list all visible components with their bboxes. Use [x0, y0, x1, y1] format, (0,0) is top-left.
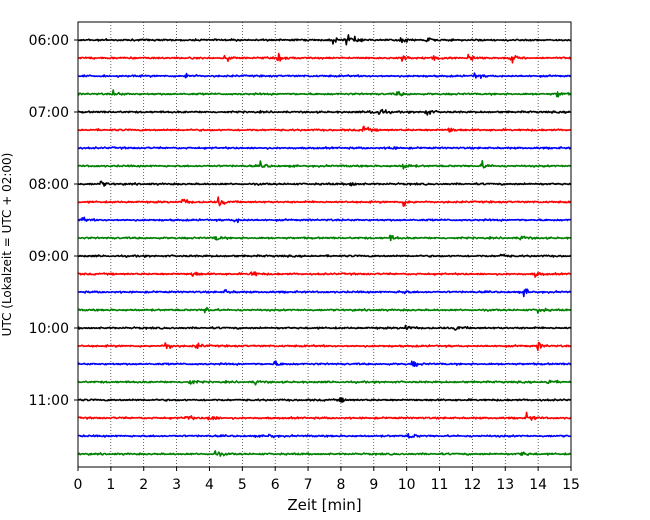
trace-1045 — [77, 379, 572, 386]
trace-1100 — [77, 397, 572, 403]
y-tick-label: 07:00 — [29, 105, 69, 121]
trace-1115 — [77, 411, 572, 421]
trace-0745 — [77, 159, 572, 170]
trace-0845 — [77, 234, 572, 242]
trace-1015 — [77, 341, 572, 352]
trace-0915 — [77, 271, 572, 278]
trace-0645 — [77, 89, 572, 98]
x-tick-label: 3 — [172, 477, 181, 493]
x-tick-label: 7 — [304, 477, 313, 493]
x-tick-label: 12 — [463, 477, 481, 493]
x-tick-label: 10 — [398, 477, 416, 493]
y-tick-label: 09:00 — [29, 249, 69, 265]
y-tick-label: 06:00 — [29, 33, 69, 49]
trace-1130 — [77, 433, 572, 439]
trace-0600 — [77, 34, 572, 46]
x-tick-label: 2 — [139, 477, 148, 493]
trace-0930 — [77, 288, 572, 298]
x-tick-label: 9 — [369, 477, 378, 493]
trace-0730 — [77, 146, 572, 150]
plot-frame — [77, 21, 572, 468]
x-tick-label: 11 — [431, 477, 449, 493]
trace-0715 — [77, 125, 572, 133]
x-tick-label: 14 — [529, 477, 547, 493]
grid-lines — [110, 22, 539, 467]
trace-0700 — [77, 108, 572, 116]
x-tick-label: 13 — [496, 477, 514, 493]
x-tick-label: 4 — [205, 477, 214, 493]
x-tick-label: 8 — [336, 477, 345, 493]
y-axis-label: UTC (Lokalzeit = UTC + 02:00) — [0, 153, 14, 337]
trace-group — [77, 34, 572, 457]
trace-1030 — [77, 360, 572, 367]
y-tick-label: 10:00 — [29, 321, 69, 337]
y-tick-label: 08:00 — [29, 177, 69, 193]
x-tick-label: 1 — [106, 477, 115, 493]
x-tick-label: 6 — [271, 477, 280, 493]
y-tick-label: 11:00 — [29, 393, 69, 409]
trace-0615 — [77, 52, 572, 64]
trace-0830 — [77, 216, 572, 224]
x-tick-label: 15 — [562, 477, 580, 493]
x-axis-label: Zeit [min] — [287, 496, 361, 514]
trace-0945 — [77, 306, 572, 314]
trace-0815 — [77, 196, 572, 207]
trace-1145 — [77, 450, 572, 457]
trace-1000 — [77, 324, 572, 331]
x-tick-label: 5 — [238, 477, 247, 493]
x-tick-label: 0 — [74, 477, 83, 493]
trace-0630 — [77, 72, 572, 79]
trace-0900 — [77, 253, 572, 258]
trace-0800 — [77, 180, 572, 187]
x-axis-ticks: 0 1 2 3 4 5 6 7 8 9 10 11 12 13 14 15 — [74, 467, 580, 493]
y-axis-ticks: 06:00 07:00 08:00 09:00 10:00 11:00 — [29, 33, 78, 409]
